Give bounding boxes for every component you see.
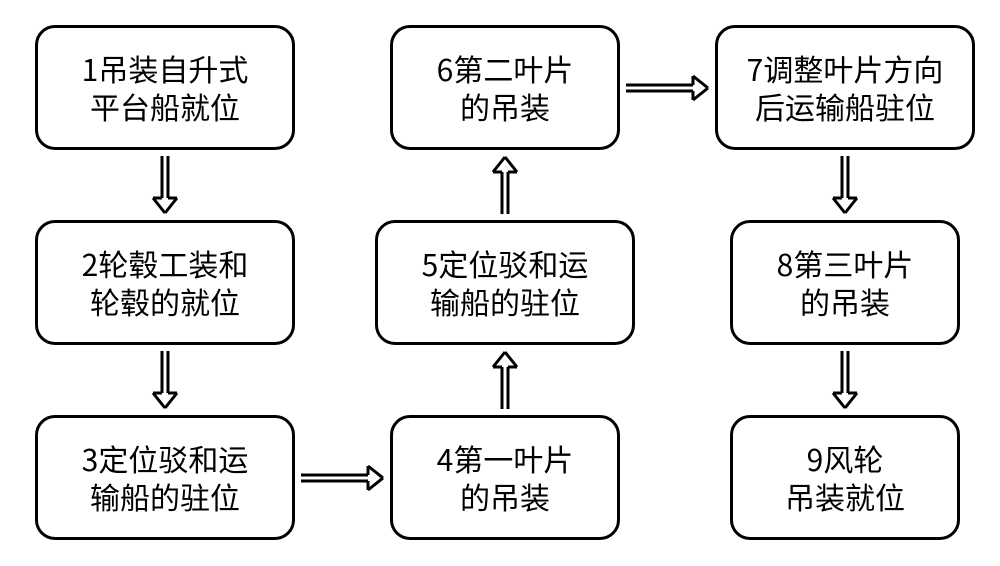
flow-node-n2: 2轮毂工装和 轮毂的就位 — [35, 220, 295, 345]
flow-node-label: 2轮毂工装和 轮毂的就位 — [82, 245, 249, 320]
flow-node-n4: 4第一叶片 的吊装 — [390, 415, 620, 540]
flowchart-canvas: 1吊装自升式 平台船就位 2轮毂工装和 轮毂的就位 3定位驳和运 输船的驻位 4第一叶… — [0, 0, 1000, 566]
flow-node-n1: 1吊装自升式 平台船就位 — [35, 25, 295, 150]
flow-node-n8: 8第三叶片 的吊装 — [730, 220, 960, 345]
flow-arrow-n4-n5 — [490, 351, 520, 409]
flow-arrow-n3-n4 — [301, 463, 384, 493]
flow-node-label: 8第三叶片 的吊装 — [777, 245, 914, 320]
flow-node-label: 9风轮 吊装就位 — [785, 440, 905, 515]
flow-node-n6: 6第二叶片 的吊装 — [390, 25, 620, 150]
flow-arrow-n2-n3 — [150, 351, 180, 409]
flow-node-n9: 9风轮 吊装就位 — [730, 415, 960, 540]
flow-node-label: 1吊装自升式 平台船就位 — [82, 50, 249, 125]
flow-node-label: 6第二叶片 的吊装 — [437, 50, 574, 125]
flow-node-label: 4第一叶片 的吊装 — [437, 440, 574, 515]
flow-arrow-n7-n8 — [830, 156, 860, 214]
flow-arrow-n8-n9 — [830, 351, 860, 409]
flow-node-n3: 3定位驳和运 输船的驻位 — [35, 415, 295, 540]
flow-arrow-n1-n2 — [150, 156, 180, 214]
flow-node-n7: 7调整叶片方向 后运输船驻位 — [715, 25, 975, 150]
flow-node-n5: 5定位驳和运 输船的驻位 — [375, 220, 635, 345]
flow-node-label: 7调整叶片方向 后运输船驻位 — [747, 50, 944, 125]
flow-node-label: 5定位驳和运 输船的驻位 — [422, 245, 589, 320]
flow-arrow-n5-n6 — [490, 156, 520, 214]
flow-arrow-n6-n7 — [626, 73, 709, 103]
flow-node-label: 3定位驳和运 输船的驻位 — [82, 440, 249, 515]
